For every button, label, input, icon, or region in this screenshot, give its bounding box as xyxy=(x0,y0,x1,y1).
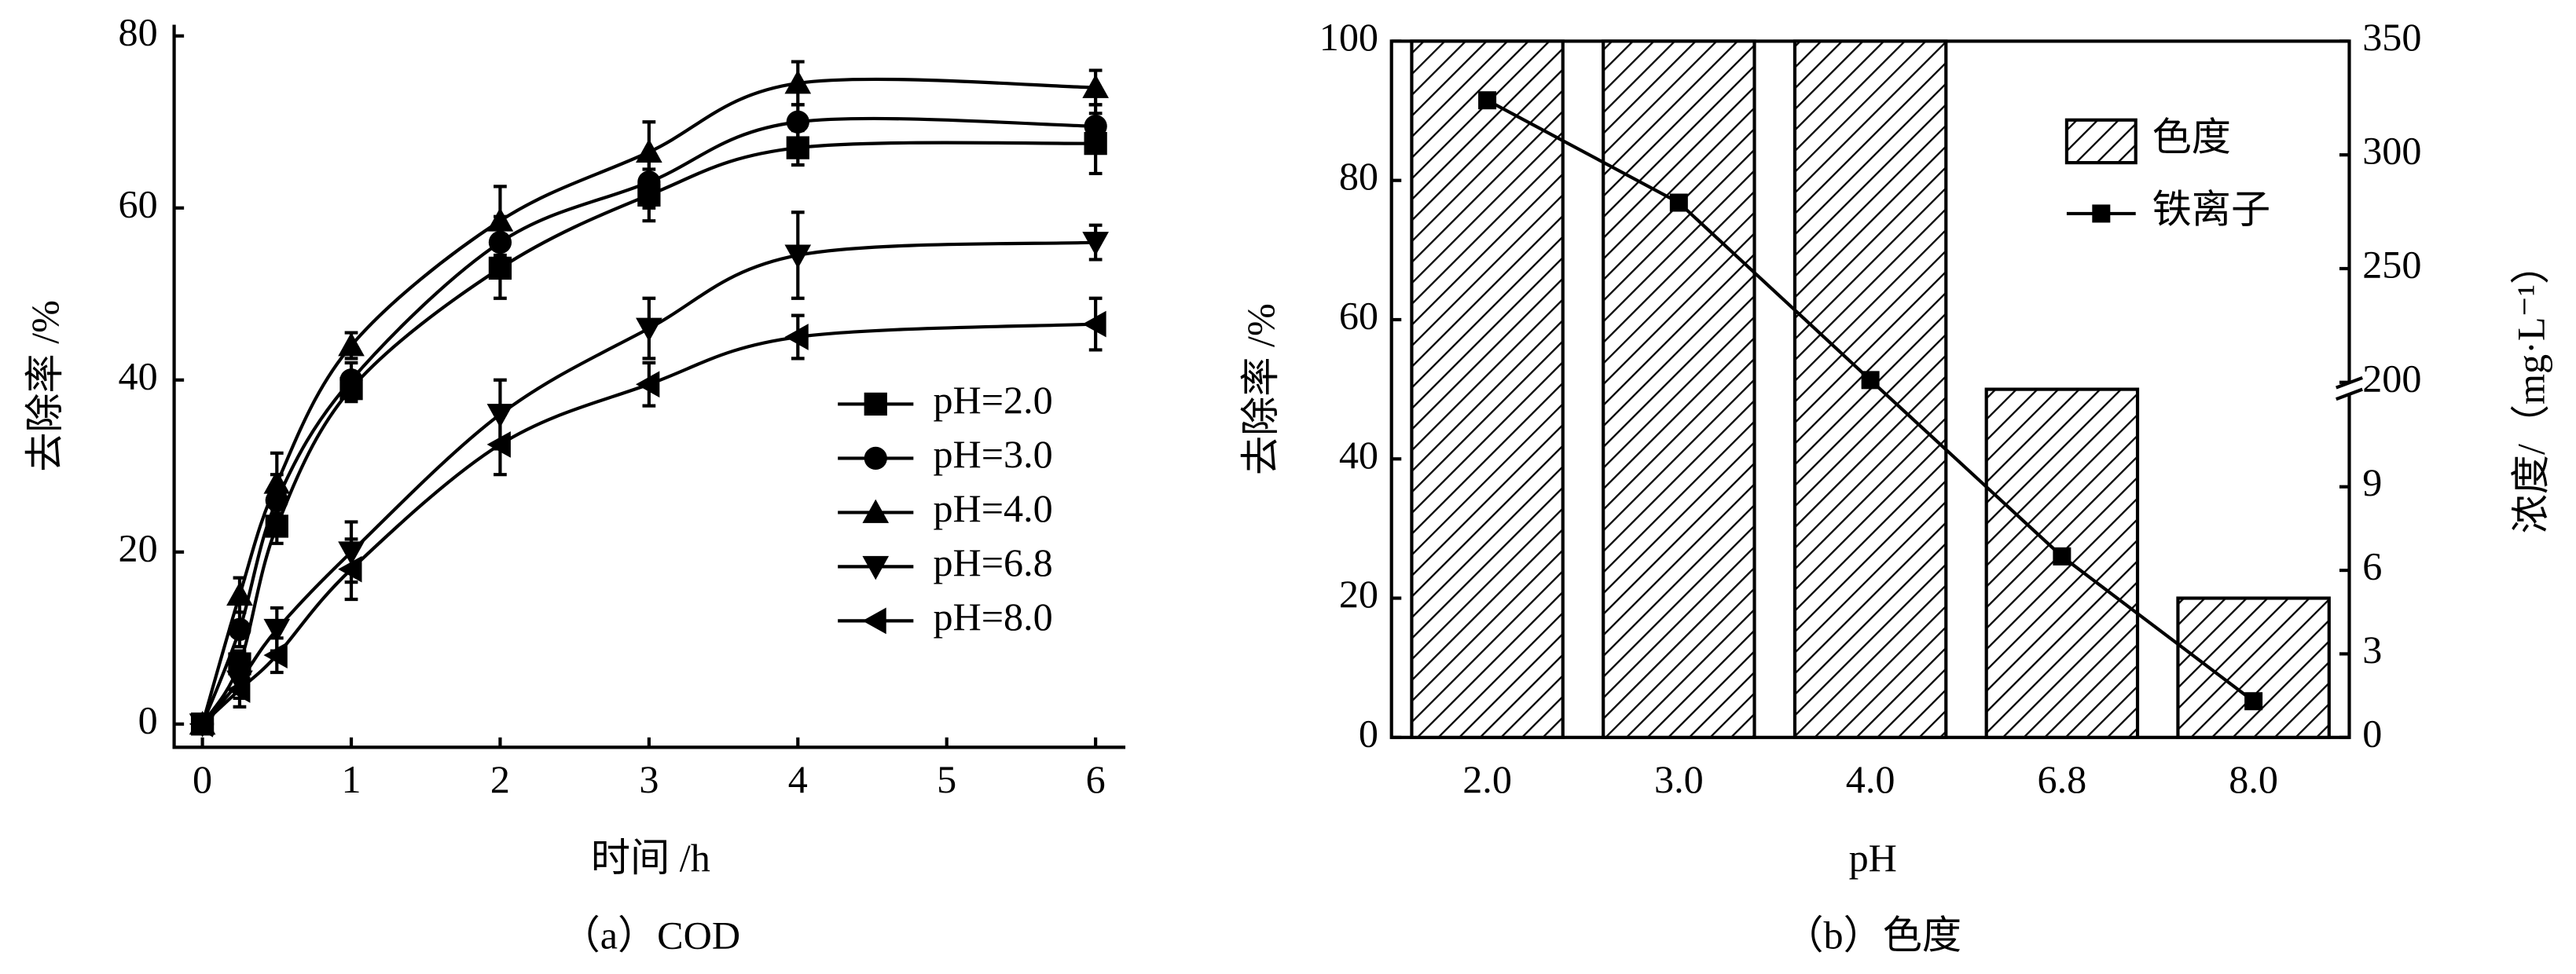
y-tick-label: 100 xyxy=(1319,15,1378,59)
marker xyxy=(2053,547,2071,566)
bar xyxy=(2176,596,2331,739)
y-tick-label: 0 xyxy=(138,698,158,741)
marker xyxy=(1082,74,1109,98)
marker xyxy=(263,642,288,669)
marker xyxy=(1861,371,1880,390)
x-tick-label: 4 xyxy=(788,757,808,801)
marker xyxy=(2244,692,2263,711)
caption: （a）COD xyxy=(561,913,740,957)
x-tick-label: 0 xyxy=(193,757,212,801)
bar xyxy=(1602,39,1756,739)
y2-tick-label: 9 xyxy=(2362,460,2382,504)
x-tick-label: 5 xyxy=(937,757,956,801)
marker xyxy=(1082,310,1106,338)
marker xyxy=(784,324,809,350)
x-axis-label: pH xyxy=(1849,836,1897,880)
marker xyxy=(1669,193,1688,212)
x-tick-label: 6.8 xyxy=(2038,757,2087,801)
x-tick-label: 8.0 xyxy=(2229,757,2278,801)
marker xyxy=(862,499,890,523)
marker xyxy=(864,392,887,416)
y-tick-label: 20 xyxy=(1339,572,1378,616)
marker xyxy=(226,676,251,703)
legend-label: pH=8.0 xyxy=(933,595,1052,639)
y-tick-label: 40 xyxy=(1339,433,1378,477)
marker xyxy=(1478,91,1497,110)
y-axis-label: 去除率 /% xyxy=(23,300,67,472)
y-tick-label: 60 xyxy=(119,181,158,225)
y2-axis-label: 浓度/（mg·L⁻¹） xyxy=(2508,245,2552,534)
y-tick-label: 20 xyxy=(119,525,158,569)
marker xyxy=(636,371,660,398)
marker xyxy=(636,317,662,342)
y-axis-label: 去除率 /% xyxy=(1238,303,1282,475)
legend-label: 铁离子 xyxy=(2152,187,2270,231)
fit-line xyxy=(200,77,1096,725)
legend-swatch xyxy=(2064,118,2137,165)
x-tick-label: 2 xyxy=(490,757,510,801)
y-tick-label: 60 xyxy=(1339,293,1378,337)
marker xyxy=(263,618,291,643)
fit-line xyxy=(200,141,1096,725)
bar xyxy=(1793,39,1948,739)
y-tick-label: 40 xyxy=(119,353,158,397)
caption: （b）色度 xyxy=(1784,913,1961,957)
x-tick-label: 6 xyxy=(1086,757,1106,801)
y2-tick-label: 200 xyxy=(2362,356,2421,400)
y2-tick-label: 350 xyxy=(2362,15,2421,59)
marker xyxy=(2092,204,2111,223)
marker xyxy=(784,70,812,94)
marker xyxy=(864,446,887,471)
legend-label: pH=3.0 xyxy=(933,432,1052,476)
y2-tick-label: 6 xyxy=(2362,544,2382,588)
y2-tick-label: 3 xyxy=(2362,628,2382,672)
marker xyxy=(486,207,514,232)
marker xyxy=(339,368,363,392)
marker xyxy=(486,431,511,458)
marker xyxy=(784,244,812,269)
axis-a xyxy=(172,24,1126,749)
y2-tick-label: 300 xyxy=(2362,129,2421,173)
marker xyxy=(263,470,291,494)
bar xyxy=(1410,39,1565,739)
marker xyxy=(1084,115,1107,138)
y-tick-label: 0 xyxy=(1359,711,1378,755)
marker xyxy=(228,617,251,641)
marker xyxy=(786,110,809,134)
legend-label: pH=2.0 xyxy=(933,378,1052,422)
marker xyxy=(1082,232,1109,256)
marker xyxy=(862,555,890,580)
marker xyxy=(636,138,662,163)
x-axis-label: 时间 /h xyxy=(591,836,710,880)
legend-label: pH=6.8 xyxy=(933,540,1052,584)
legend-label: pH=4.0 xyxy=(933,486,1052,530)
y2-tick-label: 250 xyxy=(2362,242,2421,286)
marker xyxy=(338,555,362,583)
marker xyxy=(862,607,886,635)
x-tick-label: 3.0 xyxy=(1654,757,1704,801)
marker xyxy=(226,581,253,606)
x-tick-label: 4.0 xyxy=(1846,757,1895,801)
y-tick-label: 80 xyxy=(1339,154,1378,198)
legend-label: 色度 xyxy=(2152,115,2231,159)
y-tick-label: 80 xyxy=(119,9,158,53)
x-tick-label: 1 xyxy=(341,757,361,801)
y2-tick-label: 0 xyxy=(2362,711,2382,755)
marker xyxy=(338,332,365,357)
x-tick-label: 2.0 xyxy=(1462,757,1512,801)
marker xyxy=(189,710,214,738)
x-tick-label: 3 xyxy=(639,757,659,801)
